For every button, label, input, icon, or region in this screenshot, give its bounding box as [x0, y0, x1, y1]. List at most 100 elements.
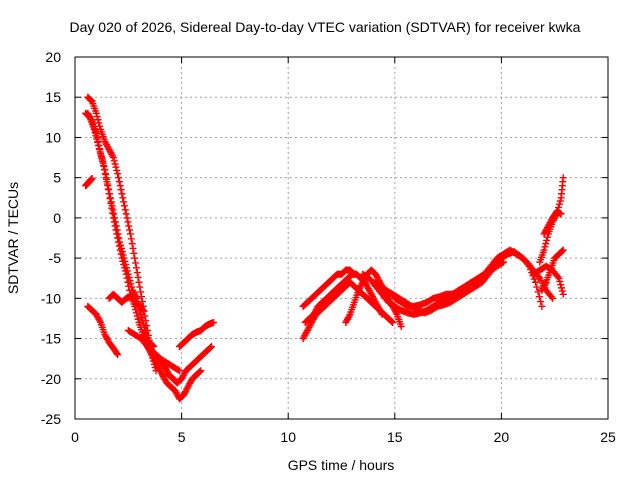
- data-point: [126, 286, 134, 294]
- data-point: [113, 349, 121, 357]
- x-tick-label: 0: [71, 429, 79, 445]
- data-point: [108, 204, 116, 212]
- data-point: [114, 234, 122, 242]
- plot-frame: [74, 56, 609, 420]
- data-point: [117, 186, 125, 194]
- data-point: [110, 218, 118, 226]
- series-track-j: [175, 318, 218, 351]
- data-point: [96, 317, 104, 325]
- data-point: [96, 146, 104, 154]
- data-point: [120, 198, 128, 206]
- data-point: [123, 274, 131, 282]
- data-point: [196, 368, 204, 376]
- data-point: [534, 288, 542, 296]
- data-point: [134, 273, 142, 281]
- data-point: [97, 153, 105, 161]
- data-point: [111, 160, 119, 168]
- data-point: [133, 312, 141, 320]
- data-point: [137, 310, 145, 318]
- data-point: [117, 250, 125, 258]
- data-point: [95, 141, 103, 149]
- data-point: [122, 210, 130, 218]
- y-tick-label: -5: [49, 250, 62, 266]
- data-point: [123, 214, 131, 222]
- data-point: [532, 278, 540, 286]
- y-tick-label: -15: [41, 331, 61, 347]
- series-track-d: [82, 174, 96, 190]
- data-point: [88, 174, 96, 182]
- data-point: [555, 200, 563, 208]
- data-point: [397, 322, 405, 330]
- data-point: [111, 222, 119, 230]
- data-point: [138, 314, 146, 322]
- data-point: [126, 226, 134, 234]
- data-point: [542, 240, 550, 248]
- x-tick-label: 15: [387, 429, 403, 445]
- data-point: [540, 246, 548, 254]
- y-tick-label: 5: [53, 170, 61, 186]
- data-point: [139, 317, 147, 325]
- grid: [75, 57, 608, 419]
- data-point: [138, 305, 146, 313]
- y-tick-label: 20: [45, 49, 61, 65]
- x-tick-labels: 0 5 10 15 20 25: [71, 429, 616, 445]
- data-point: [175, 367, 183, 375]
- data-point: [554, 273, 562, 281]
- data-point: [121, 267, 129, 275]
- data-point: [87, 116, 95, 124]
- data-point: [104, 185, 112, 193]
- data-point: [116, 246, 124, 254]
- data-point: [118, 190, 126, 198]
- data-point: [114, 170, 122, 178]
- data-point: [100, 162, 108, 170]
- data-point: [345, 312, 353, 320]
- data-point: [547, 293, 555, 301]
- plot-area: [82, 93, 567, 403]
- data-point: [207, 343, 215, 351]
- data-point: [105, 190, 113, 198]
- data-point: [93, 133, 101, 141]
- series-track-e: [84, 302, 122, 359]
- data-point: [556, 197, 564, 205]
- series-track-q: [391, 258, 508, 310]
- data-point: [115, 242, 123, 250]
- data-point: [107, 199, 115, 207]
- data-point: [94, 137, 102, 145]
- data-point: [103, 175, 111, 183]
- data-point: [113, 166, 121, 174]
- data-point: [118, 254, 126, 262]
- series-track-i: [156, 343, 215, 387]
- data-point: [377, 309, 385, 317]
- data-point: [498, 259, 506, 267]
- data-point: [98, 156, 106, 164]
- data-point: [102, 170, 110, 178]
- data-point: [556, 277, 564, 285]
- data-point: [97, 150, 105, 158]
- data-point: [174, 366, 182, 374]
- data-point: [378, 310, 386, 318]
- data-point: [131, 254, 139, 262]
- data-point: [500, 258, 508, 266]
- data-point: [349, 269, 357, 277]
- data-point: [557, 210, 565, 218]
- data-point: [128, 240, 136, 248]
- data-point: [110, 157, 118, 165]
- data-point: [134, 315, 142, 323]
- data-point: [559, 174, 567, 182]
- data-point: [137, 288, 145, 296]
- x-tick-label: 5: [178, 429, 186, 445]
- data-point: [557, 281, 565, 289]
- data-point: [94, 116, 102, 124]
- data-point: [558, 247, 566, 255]
- y-axis-label: SDTVAR / TECUs: [5, 182, 21, 294]
- data-point: [115, 178, 123, 186]
- y-tick-label: -10: [41, 290, 61, 306]
- data-point: [119, 194, 127, 202]
- data-point: [120, 261, 128, 269]
- data-point: [127, 235, 135, 243]
- data-point: [533, 283, 541, 291]
- data-point: [389, 318, 397, 326]
- data-point: [119, 257, 127, 265]
- data-point: [133, 269, 141, 277]
